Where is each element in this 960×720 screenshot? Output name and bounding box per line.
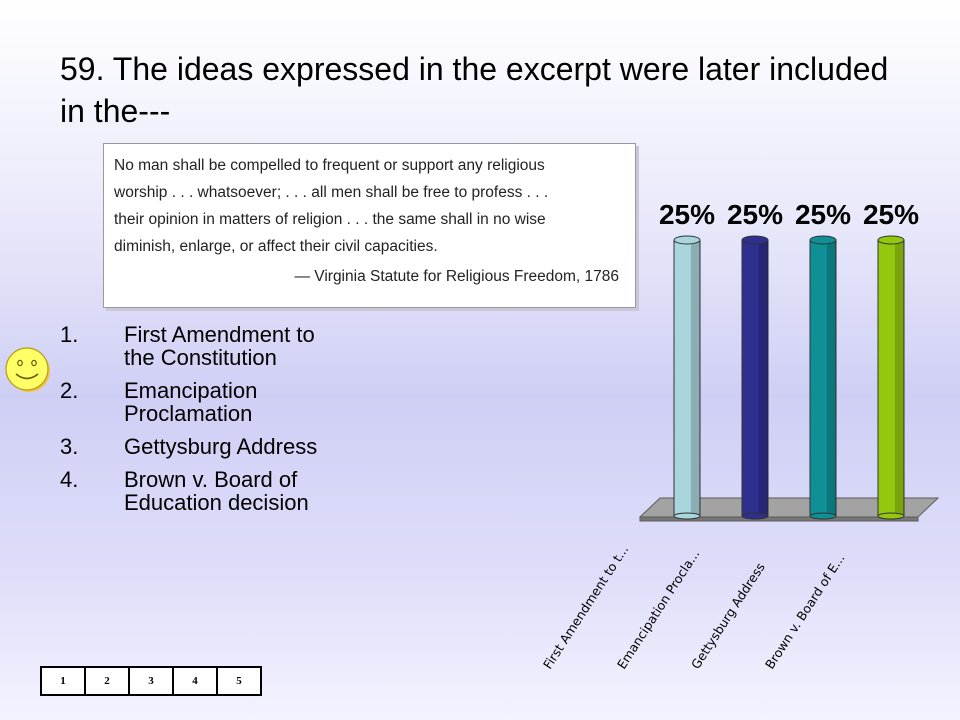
response-counter: 1 2 3 4 5 — [40, 666, 262, 696]
category-tick-label: Emancipation Procla... — [614, 547, 702, 672]
counter-cell: 1 — [40, 666, 86, 696]
question-title: 59. The ideas expressed in the excerpt w… — [60, 51, 889, 129]
answer-number: 1. — [60, 322, 79, 347]
bar-cap — [673, 235, 701, 245]
answer-list: 1. First Amendment to the Constitution 2… — [60, 323, 340, 524]
bar-body — [809, 239, 837, 517]
category-tick-label: Brown v. Board of E... — [762, 551, 848, 672]
bar-data-label: 25% — [659, 199, 715, 230]
answer-number: 2. — [60, 378, 79, 403]
bar — [877, 235, 905, 520]
answer-option-1[interactable]: 1. First Amendment to the Constitution — [60, 323, 340, 369]
counter-cell: 2 — [84, 666, 130, 696]
results-bar-chart: 25% First Amendment to t... 25% Emancipatio… — [540, 199, 940, 672]
answer-option-4[interactable]: 4. Brown v. Board of Education decision — [60, 468, 340, 514]
bar-cap — [809, 235, 837, 245]
bar — [673, 235, 701, 520]
bar-shade — [894, 240, 904, 516]
bar-data-label: 25% — [795, 199, 851, 230]
bar-cap — [877, 235, 905, 245]
bar-shade — [826, 240, 836, 516]
smiley-face-icon — [5, 347, 50, 392]
excerpt-line: diminish, enlarge, or affect their civil… — [114, 238, 438, 255]
bar — [741, 235, 769, 520]
bar-data-label: 25% — [863, 199, 919, 230]
bar-base — [809, 512, 837, 520]
excerpt-line: No man shall be compelled to frequent or… — [114, 157, 545, 174]
answer-text: Emancipation Proclamation — [124, 378, 258, 426]
excerpt-line: their opinion in matters of religion . .… — [114, 211, 546, 228]
bar-data-label: 25% — [727, 199, 783, 230]
answer-option-3[interactable]: 3. Gettysburg Address — [60, 435, 340, 458]
excerpt-line: worship . . . whatsoever; . . . all men … — [114, 184, 549, 201]
answer-option-2[interactable]: 2. Emancipation Proclamation — [60, 379, 340, 425]
bar-shade — [758, 240, 768, 516]
answer-text: Brown v. Board of Education decision — [124, 467, 309, 515]
counter-cell: 4 — [172, 666, 218, 696]
bar-shade — [690, 240, 700, 516]
excerpt-box: No man shall be compelled to frequent or… — [103, 143, 636, 308]
bar-base — [877, 512, 905, 520]
answer-number: 3. — [60, 434, 79, 459]
excerpt-source: — Virginia Statute for Religious Freedom… — [294, 268, 619, 285]
bar-cap — [741, 235, 769, 245]
bar-body — [877, 239, 905, 517]
category-tick-label: Gettysburg Address — [688, 560, 768, 672]
bar — [809, 235, 837, 520]
answer-text: First Amendment to the Constitution — [124, 322, 315, 370]
category-tick-label: First Amendment to t... — [540, 542, 631, 671]
bar-base — [741, 512, 769, 520]
answer-number: 4. — [60, 467, 79, 492]
answer-text: Gettysburg Address — [124, 434, 318, 459]
bar-base — [673, 512, 701, 520]
counter-cell: 5 — [216, 666, 262, 696]
counter-cell: 3 — [128, 666, 174, 696]
